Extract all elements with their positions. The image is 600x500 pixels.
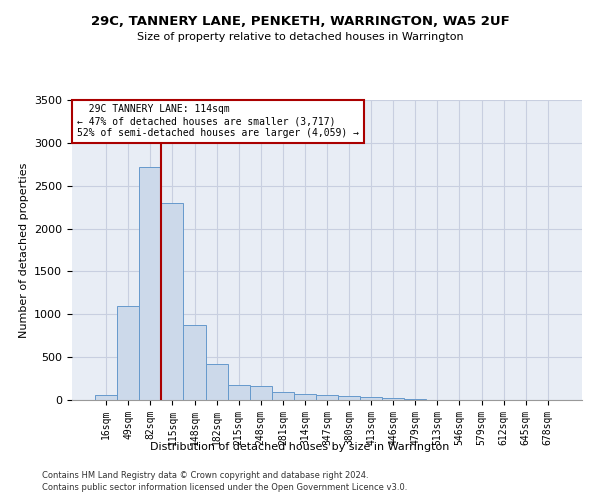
Bar [382, 398, 404, 400]
Bar [161, 203, 184, 400]
Y-axis label: Number of detached properties: Number of detached properties [19, 162, 29, 338]
Text: 29C, TANNERY LANE, PENKETH, WARRINGTON, WA5 2UF: 29C, TANNERY LANE, PENKETH, WARRINGTON, … [91, 15, 509, 28]
Text: Size of property relative to detached houses in Warrington: Size of property relative to detached ho… [137, 32, 463, 42]
Bar [95, 396, 117, 400]
Bar [294, 394, 316, 400]
Bar [316, 396, 338, 400]
Bar [117, 306, 139, 400]
Text: Distribution of detached houses by size in Warrington: Distribution of detached houses by size … [151, 442, 449, 452]
Bar [360, 398, 382, 400]
Bar [404, 398, 427, 400]
Bar [206, 364, 227, 400]
Bar [338, 396, 360, 400]
Bar [250, 386, 272, 400]
Text: 29C TANNERY LANE: 114sqm  
← 47% of detached houses are smaller (3,717)
52% of s: 29C TANNERY LANE: 114sqm ← 47% of detach… [77, 104, 359, 138]
Text: Contains public sector information licensed under the Open Government Licence v3: Contains public sector information licen… [42, 484, 407, 492]
Bar [139, 167, 161, 400]
Bar [227, 386, 250, 400]
Bar [184, 324, 206, 400]
Bar [272, 392, 294, 400]
Text: Contains HM Land Registry data © Crown copyright and database right 2024.: Contains HM Land Registry data © Crown c… [42, 471, 368, 480]
